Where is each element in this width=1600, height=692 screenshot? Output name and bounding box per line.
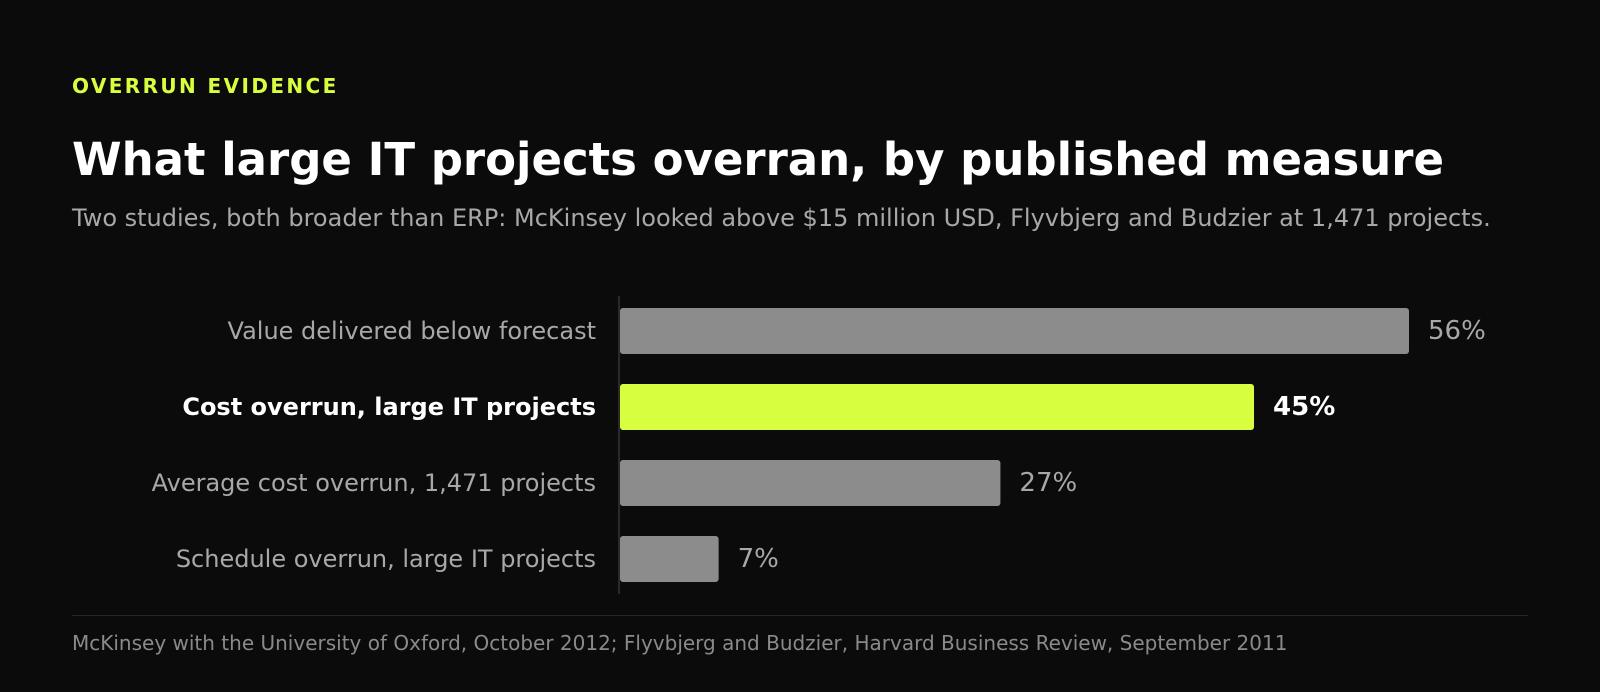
bar xyxy=(620,308,1409,354)
bar xyxy=(620,460,1001,506)
bar-row: Value delivered below forecast 56% xyxy=(228,308,1486,354)
eyebrow-label: OVERRUN EVIDENCE xyxy=(72,74,339,98)
category-label: Value delivered below forecast xyxy=(228,317,596,345)
category-label: Schedule overrun, large IT projects xyxy=(176,545,596,573)
chart-subtitle: Two studies, both broader than ERP: McKi… xyxy=(72,204,1491,232)
footer-divider xyxy=(72,615,1528,616)
value-label: 56% xyxy=(1428,316,1486,346)
value-label: 7% xyxy=(738,544,779,574)
chart-title: What large IT projects overran, by publi… xyxy=(72,133,1444,186)
source-note: McKinsey with the University of Oxford, … xyxy=(72,631,1288,655)
bar-row: Average cost overrun, 1,471 projects 27% xyxy=(152,460,1077,506)
bar xyxy=(620,536,719,582)
bar xyxy=(620,384,1255,430)
bar-row: Cost overrun, large IT projects 45% xyxy=(182,384,1335,430)
value-label: 45% xyxy=(1273,392,1335,422)
bar-row: Schedule overrun, large IT projects 7% xyxy=(176,536,779,582)
value-label: 27% xyxy=(1019,468,1077,498)
bar-chart: Value delivered below forecast 56% Cost ov… xyxy=(152,296,1486,594)
category-label: Average cost overrun, 1,471 projects xyxy=(152,469,596,497)
bars-group: Value delivered below forecast 56% Cost ov… xyxy=(152,308,1486,582)
category-label: Cost overrun, large IT projects xyxy=(182,393,596,421)
